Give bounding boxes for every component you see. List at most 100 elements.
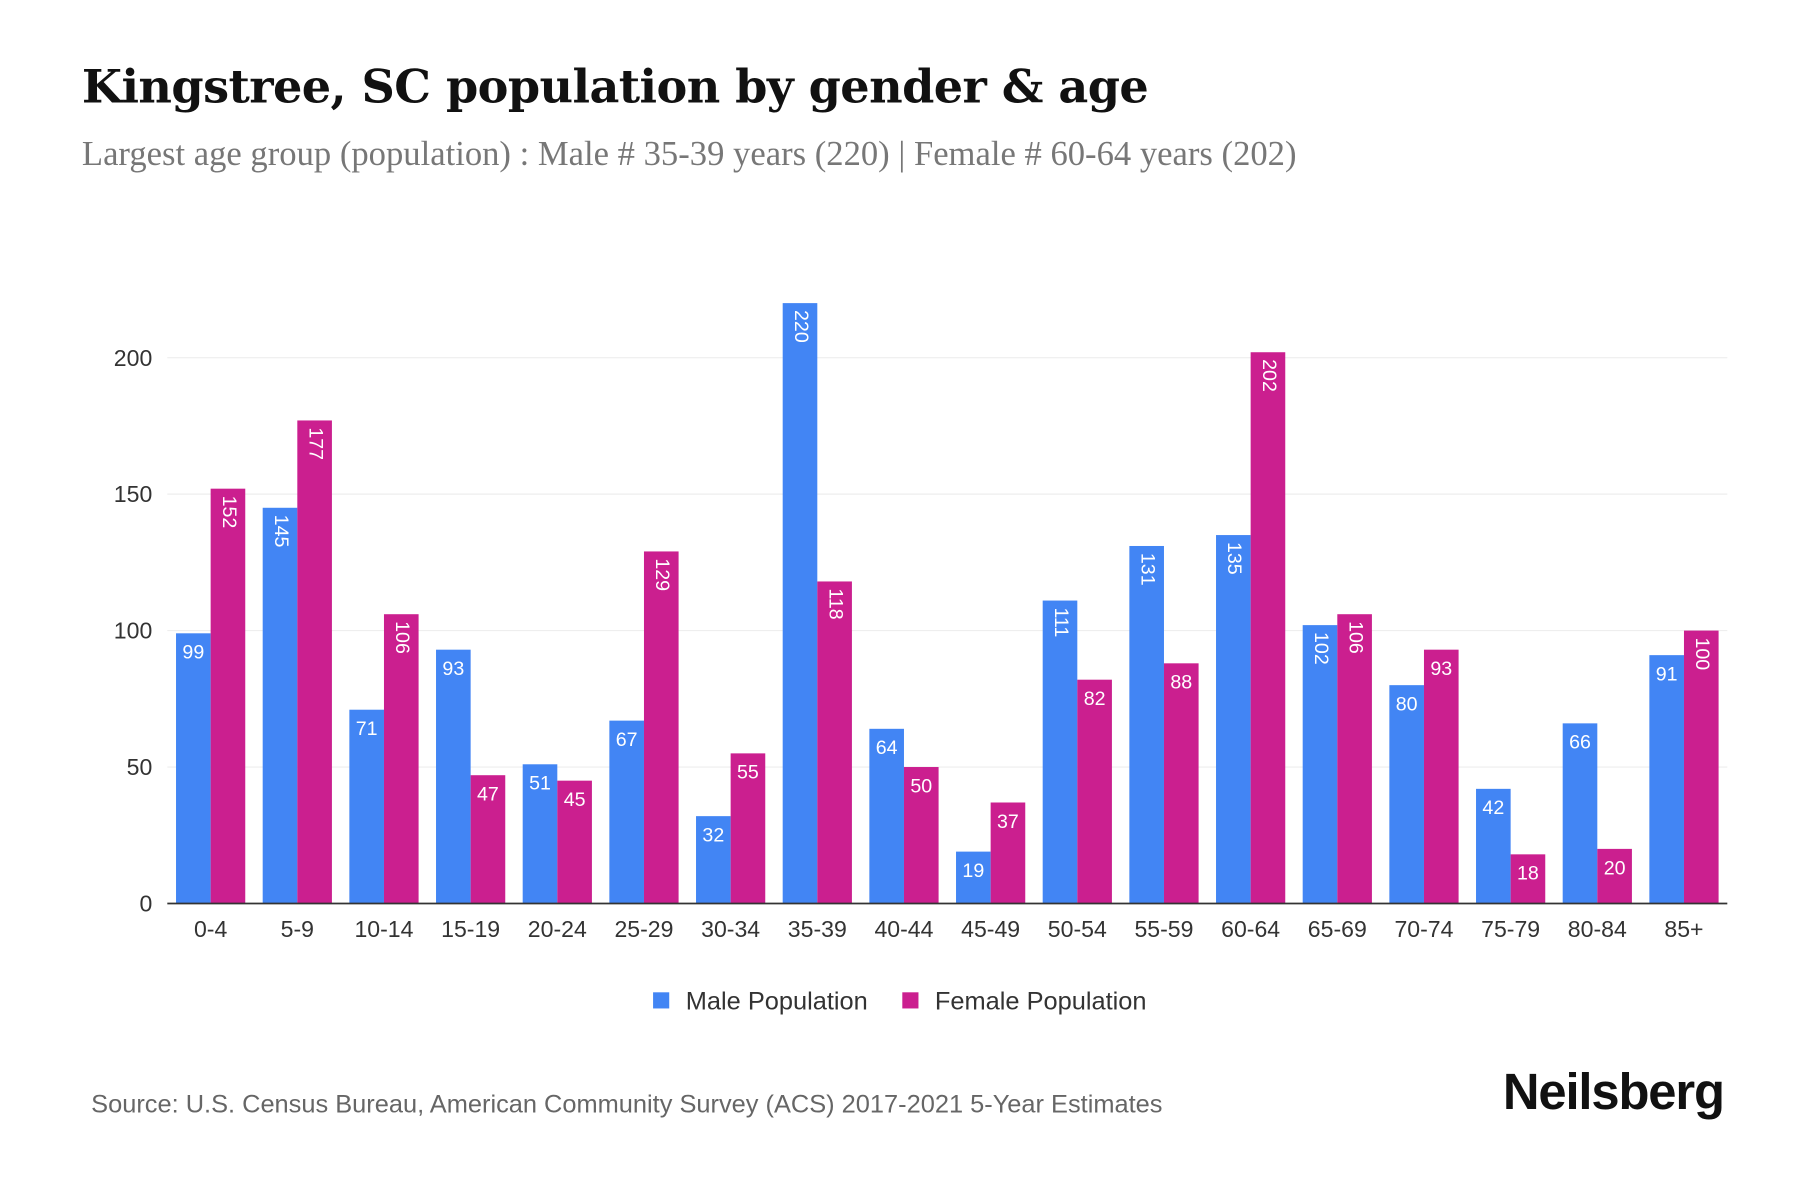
bar-male — [696, 816, 731, 904]
data-label: 177 — [304, 427, 326, 460]
bar-male — [176, 633, 211, 904]
bar-male — [1562, 723, 1598, 904]
bar-male — [349, 709, 384, 904]
bar-female — [1510, 854, 1546, 904]
data-label: 145 — [270, 515, 292, 548]
bar-female — [1423, 649, 1459, 904]
bar-female — [817, 581, 852, 904]
data-label: 20 — [1604, 857, 1626, 879]
legend-swatch-male — [653, 992, 670, 1009]
bar-female — [1077, 679, 1112, 904]
bar-male — [782, 303, 818, 904]
bar-male — [956, 851, 991, 904]
bar-female — [557, 780, 592, 904]
x-tick-label: 20-24 — [528, 916, 587, 942]
data-label: 66 — [1569, 732, 1591, 754]
bar-male — [1649, 655, 1684, 904]
data-label: 100 — [1691, 637, 1713, 670]
legend-item-female[interactable]: Female Population — [902, 986, 1147, 1016]
chart-subtitle: Largest age group (population) : Male # … — [81, 134, 1297, 174]
x-tick-label: 65-69 — [1308, 916, 1367, 942]
data-label: 99 — [182, 642, 204, 664]
y-tick-label: 200 — [114, 345, 152, 371]
data-label: 91 — [1656, 664, 1678, 686]
legend-label-female: Female Population — [934, 986, 1147, 1016]
x-tick-label: 35-39 — [788, 916, 847, 942]
bar-male — [609, 720, 644, 904]
y-tick-label: 0 — [139, 891, 152, 917]
data-label: 135 — [1223, 542, 1245, 575]
data-label: 88 — [1170, 672, 1192, 694]
data-label: 93 — [442, 658, 464, 680]
x-tick-label: 15-19 — [441, 916, 500, 942]
bar-female — [1597, 848, 1632, 904]
bar-male — [436, 649, 471, 904]
bar-female — [297, 420, 332, 904]
data-label: 37 — [997, 811, 1019, 833]
y-tick-label: 100 — [114, 618, 152, 644]
bar-male — [522, 764, 558, 904]
data-label: 131 — [1136, 553, 1158, 586]
bar-female — [1163, 663, 1199, 904]
legend-swatch-female — [902, 992, 919, 1009]
legend-label-male: Male Population — [685, 986, 868, 1016]
data-label: 45 — [564, 789, 586, 811]
x-tick-label: 5-9 — [281, 916, 314, 942]
data-label: 47 — [477, 784, 499, 806]
x-tick-label: 40-44 — [874, 916, 933, 942]
neilsberg-logo: Neilsberg — [1502, 1063, 1725, 1121]
data-label: 50 — [910, 775, 932, 797]
x-tick-label: 80-84 — [1568, 916, 1627, 942]
legend-item-male[interactable]: Male Population — [653, 986, 868, 1016]
x-tick-label: 45-49 — [961, 916, 1020, 942]
legend: Male Population Female Population — [0, 987, 1800, 1017]
chart-title: Kingstree, SC population by gender & age — [81, 59, 1149, 115]
data-label: 67 — [616, 729, 638, 751]
bar-female — [383, 614, 419, 904]
x-tick-label: 50-54 — [1048, 916, 1107, 942]
bar-male — [1389, 685, 1424, 904]
bar-female — [643, 551, 679, 904]
bar-female — [903, 767, 939, 904]
bar-male — [1129, 545, 1164, 904]
data-label: 32 — [702, 825, 724, 847]
bar-female — [990, 802, 1026, 904]
bar-male — [869, 728, 904, 904]
bar-male — [1302, 625, 1338, 904]
data-label: 220 — [790, 310, 812, 343]
bar-female — [210, 488, 246, 904]
data-label: 202 — [1258, 359, 1280, 392]
bar-male — [1216, 535, 1251, 904]
x-tick-label: 30-34 — [701, 916, 760, 942]
data-label: 19 — [962, 860, 984, 882]
data-label: 82 — [1084, 688, 1106, 710]
data-label: 64 — [876, 737, 898, 759]
source-note: Source: U.S. Census Bureau, American Com… — [91, 1089, 1163, 1119]
data-label: 129 — [651, 558, 673, 591]
bar-male — [262, 507, 298, 904]
x-tick-label: 85+ — [1664, 916, 1703, 942]
bar-female — [730, 753, 766, 904]
bar-female — [1683, 630, 1719, 904]
x-tick-label: 75-79 — [1481, 916, 1540, 942]
bar-female — [1250, 352, 1286, 904]
data-label: 106 — [391, 621, 413, 654]
bar-female — [1337, 614, 1372, 904]
data-label: 51 — [529, 773, 551, 795]
data-label: 55 — [737, 762, 759, 784]
data-label: 106 — [1344, 621, 1366, 654]
x-tick-label: 70-74 — [1394, 916, 1453, 942]
y-tick-label: 150 — [114, 481, 152, 507]
bar-male — [1042, 600, 1078, 904]
data-label: 42 — [1482, 797, 1504, 819]
data-label: 71 — [356, 718, 378, 740]
data-label: 152 — [218, 496, 240, 529]
x-tick-label: 10-14 — [354, 916, 413, 942]
data-label: 18 — [1517, 863, 1539, 885]
x-tick-label: 25-29 — [614, 916, 673, 942]
x-tick-label: 55-59 — [1134, 916, 1193, 942]
data-label: 118 — [824, 588, 846, 619]
x-tick-label: 60-64 — [1221, 916, 1280, 942]
